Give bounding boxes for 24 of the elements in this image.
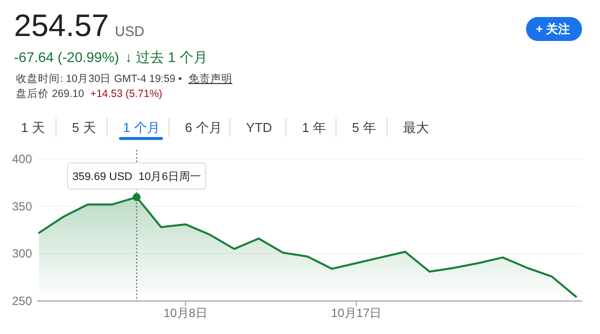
text: 5 天 xyxy=(72,120,96,135)
chart-title: 254.57 xyxy=(14,8,109,43)
text: ↓ 过去 1 个月 xyxy=(125,49,208,65)
text: 1 年 xyxy=(302,120,326,135)
text: YTD xyxy=(246,120,272,135)
text: +14.53 (5.71%) xyxy=(90,88,162,100)
text: 免责声明 xyxy=(188,72,232,85)
annotation: 359.69 USD 10月6日周一 xyxy=(72,171,201,183)
text: 6 个月 xyxy=(185,120,222,135)
text: 1 天 xyxy=(21,120,45,135)
text: 收盘时间: 10月30日 GMT-4 19:59 • xyxy=(16,72,182,85)
x-tick-label: 10月17日 xyxy=(330,306,382,320)
y-tick-label: 250 xyxy=(12,294,32,308)
text: 5 年 xyxy=(352,120,376,135)
text: 盘后价 269.10 xyxy=(16,87,84,100)
text: -67.64 (-20.99%) xyxy=(14,49,120,65)
text: 1 个月 xyxy=(123,120,160,135)
y-tick-label: 400 xyxy=(12,152,32,166)
x-tick-label: 10月8日 xyxy=(163,306,208,320)
text: 最大 xyxy=(403,120,429,135)
y-tick-label: 300 xyxy=(12,246,32,261)
text: USD xyxy=(114,23,144,39)
y-tick-label: 350 xyxy=(12,199,32,214)
text: + 关注 xyxy=(536,22,570,36)
